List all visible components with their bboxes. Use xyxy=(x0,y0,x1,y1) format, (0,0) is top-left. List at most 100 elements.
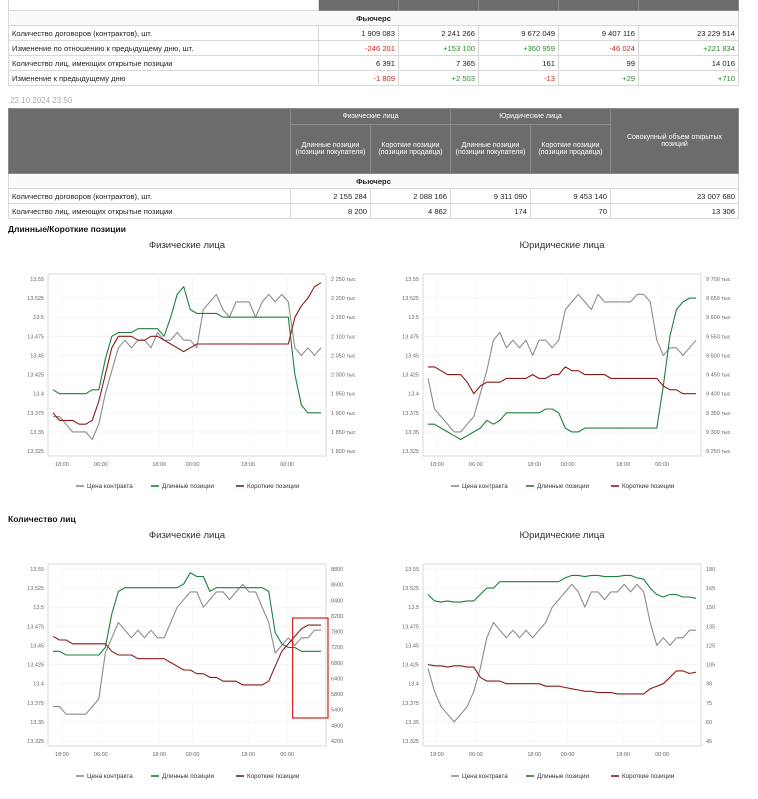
row-label: Количество лиц, имеющих открытые позиции xyxy=(8,55,319,71)
cell: +221 834 xyxy=(638,40,739,56)
y-left-tick: 13.375 xyxy=(27,411,44,417)
cell: +710 xyxy=(638,70,739,86)
y-left-tick: 13.35 xyxy=(405,720,419,726)
series-line xyxy=(428,366,696,395)
y-right-tick: 9 450 тыс xyxy=(706,373,731,379)
chart-title: Физические лица xyxy=(149,530,226,541)
cell: -1 809 xyxy=(318,70,399,86)
y-left-tick: 13.525 xyxy=(402,296,419,302)
y-right-tick: 105 xyxy=(706,663,715,669)
y-right-tick: 9 250 тыс xyxy=(706,449,731,455)
cell: 2 155 284 xyxy=(290,188,371,204)
y-right-tick: 2 050 тыс xyxy=(331,353,356,359)
cell: 4 862 xyxy=(370,203,451,219)
cell: 23 229 514 xyxy=(638,25,739,41)
y-left-tick: 13.325 xyxy=(27,449,44,455)
chart-positions-physical: Физические лица 13.55 13.525 13.5 13.475 13.4… xyxy=(27,240,356,490)
y-right-tick: 2 200 тыс xyxy=(331,296,356,302)
y-right-tick: 9 300 тыс xyxy=(706,430,731,436)
y-right-tick: 165 xyxy=(706,586,715,592)
col-short-phys: Короткие позиции (позиции продавца) xyxy=(370,124,451,174)
legend-label: Цена контракта xyxy=(87,483,133,490)
x-tick: 00:00 xyxy=(561,462,575,468)
y-right-tick: 4200 xyxy=(331,739,343,745)
plot-frame xyxy=(422,273,702,457)
x-tick: 00:00 xyxy=(655,752,669,758)
y-right-tick: 4800 xyxy=(331,723,343,729)
y-right-tick: 9 700 тыс xyxy=(706,277,731,283)
y-right-tick: 45 xyxy=(706,739,712,745)
row-label: Количество договоров (контрактов), шт. xyxy=(8,25,319,41)
cell: -13 xyxy=(478,70,559,86)
series-line xyxy=(427,574,697,603)
cell: -246 201 xyxy=(318,40,399,56)
y-right-tick: 135 xyxy=(706,624,715,630)
y-right-tick: 150 xyxy=(706,605,715,611)
x-tick: 18:00 xyxy=(616,752,630,758)
plot-frame xyxy=(422,563,702,747)
y-right-tick: 2 250 тыс xyxy=(331,277,356,283)
x-tick: 06:00 xyxy=(469,462,483,468)
table-row: Количество лиц, имеющих открытые позиции… xyxy=(8,55,739,71)
y-left-tick: 13.325 xyxy=(402,449,419,455)
y-right-tick: 2 100 тыс xyxy=(331,334,356,340)
col-total: Совокупный объем открытых позиций xyxy=(610,108,739,174)
x-tick: 06:00 xyxy=(469,752,483,758)
y-right-tick: 7200 xyxy=(331,645,343,651)
y-right-tick: 75 xyxy=(706,701,712,707)
x-tick: 18:00 xyxy=(430,462,444,468)
x-tick: 00:00 xyxy=(280,752,294,758)
y-left-tick: 13.35 xyxy=(405,430,419,436)
row-label: Количество лиц, имеющих открытые позиции xyxy=(8,203,291,219)
chart-persons-physical: Физические лица 13.55 13.525 13.5 13.475 13.4… xyxy=(27,530,343,780)
legend-label: Короткие позиции xyxy=(247,773,300,780)
legend-label: Цена контракта xyxy=(462,483,508,490)
x-tick: 00:00 xyxy=(561,752,575,758)
cell: 9 407 116 xyxy=(558,25,639,41)
y-left-tick: 13.45 xyxy=(30,353,44,359)
y-left-tick: 13.525 xyxy=(402,586,419,592)
y-right-tick: 1 850 тыс xyxy=(331,430,356,436)
cell: +29 xyxy=(558,70,639,86)
y-right-tick: 7800 xyxy=(331,630,343,636)
y-left-tick: 13.5 xyxy=(33,315,44,321)
y-right-tick: 9 550 тыс xyxy=(706,334,731,340)
table-row: Изменение к предыдущему дню -1 809 +2 50… xyxy=(8,70,739,86)
y-right-tick: 8800 xyxy=(331,567,343,573)
col-long-legal: Длинные позиции (позиции покупателя) xyxy=(450,124,531,174)
cell: 174 xyxy=(450,203,531,219)
y-left-tick: 13.375 xyxy=(402,701,419,707)
y-left-tick: 13.55 xyxy=(30,567,44,573)
y-right-tick: 125 xyxy=(706,643,715,649)
x-tick: 18:00 xyxy=(527,752,541,758)
y-right-tick: 2 000 тыс xyxy=(331,373,356,379)
row-label: Количество договоров (контрактов), шт. xyxy=(8,188,291,204)
cell: -46 024 xyxy=(558,40,639,56)
y-right-tick: 9 650 тыс xyxy=(706,296,731,302)
table-futures-snapshot: Физические лица Юридические лица Совокуп… xyxy=(8,107,739,219)
legend-label: Длинные позиции xyxy=(537,483,590,490)
y-left-tick: 13.55 xyxy=(405,567,419,573)
section-title: Фьючерс xyxy=(8,173,739,189)
y-left-tick: 13.45 xyxy=(30,643,44,649)
legend-label: Длинные позиции xyxy=(162,773,215,780)
series-line xyxy=(53,293,322,441)
y-right-tick: 1 800 тыс xyxy=(331,449,356,455)
series-line xyxy=(427,583,696,723)
y-right-tick: 180 xyxy=(706,567,715,573)
table-row: Количество договоров (контрактов), шт. 1… xyxy=(8,25,739,41)
y-left-tick: 13.375 xyxy=(27,701,44,707)
y-right-tick: 5400 xyxy=(331,708,343,714)
y-left-tick: 13.45 xyxy=(405,353,419,359)
cell: 7 365 xyxy=(398,55,479,71)
y-left-tick: 13.4 xyxy=(33,392,44,398)
chart-persons-legal: Юридические лица13.5513.52513.513.47513.… xyxy=(402,530,715,780)
y-left-tick: 13.55 xyxy=(405,277,419,283)
highlight-box xyxy=(292,617,329,719)
cell: 2 241 266 xyxy=(398,25,479,41)
y-left-tick: 13.45 xyxy=(405,643,419,649)
y-right-tick: 6800 xyxy=(331,661,343,667)
cell: +360 959 xyxy=(478,40,559,56)
plot-frame xyxy=(47,273,327,457)
y-left-tick: 13.55 xyxy=(30,277,44,283)
